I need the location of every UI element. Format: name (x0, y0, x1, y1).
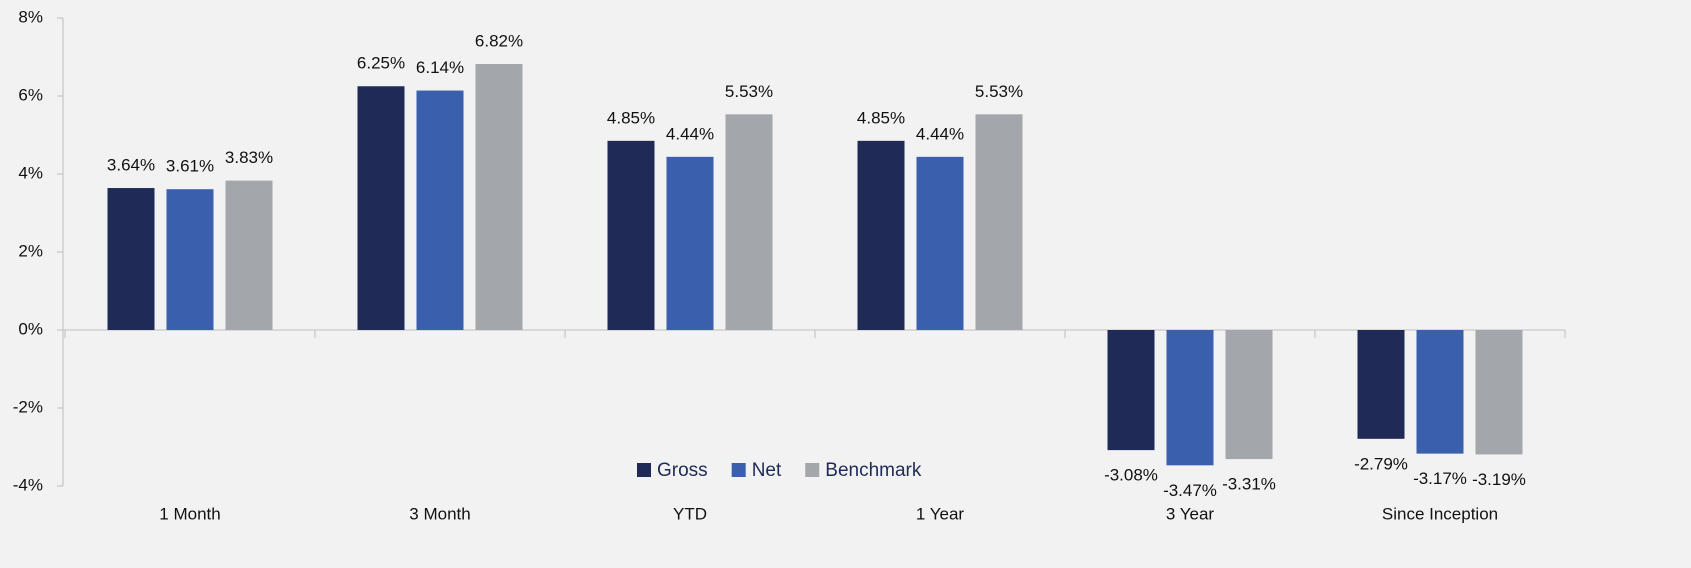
value-label: 4.85% (857, 108, 905, 127)
bar (916, 156, 964, 330)
bar (857, 140, 905, 330)
value-label: -3.47% (1163, 481, 1217, 500)
value-label: 6.14% (416, 58, 464, 77)
bar (1357, 330, 1405, 439)
y-tick-label: -4% (13, 475, 43, 494)
value-label: -3.17% (1413, 469, 1467, 488)
value-label: 5.53% (725, 82, 773, 101)
y-tick-label: 6% (18, 85, 43, 104)
value-label: -3.19% (1472, 470, 1526, 489)
value-label: 6.25% (357, 54, 405, 73)
bar (1475, 330, 1523, 455)
value-label: 4.44% (666, 124, 714, 143)
x-tick-label: 1 Month (159, 504, 220, 523)
x-tick-label: 3 Month (409, 504, 470, 523)
value-label: 4.85% (607, 108, 655, 127)
bar (1416, 330, 1464, 454)
legend-swatch (805, 463, 820, 477)
value-label: -3.08% (1104, 466, 1158, 485)
value-label: -2.79% (1354, 454, 1408, 473)
bar (166, 189, 214, 330)
legend-label: Benchmark (825, 460, 922, 481)
value-label: -3.31% (1222, 475, 1276, 494)
bar (1107, 330, 1155, 451)
y-tick-label: -2% (13, 397, 43, 416)
bar (975, 114, 1023, 330)
y-tick-label: 8% (18, 7, 43, 26)
legend-label: Gross (657, 460, 708, 481)
x-tick-label: 3 Year (1166, 504, 1215, 523)
value-label: 4.44% (916, 124, 964, 143)
x-tick-label: 1 Year (916, 504, 965, 523)
legend-label: Net (752, 460, 782, 481)
legend-swatch (637, 463, 651, 477)
bar (1166, 330, 1214, 466)
bar (725, 114, 773, 330)
bar (475, 64, 523, 331)
bar (225, 180, 273, 330)
x-tick-label: Since Inception (1382, 504, 1498, 523)
value-label: 3.64% (107, 156, 155, 175)
bar (607, 140, 655, 330)
bar (357, 86, 405, 330)
y-tick-label: 2% (18, 241, 43, 260)
y-tick-label: 4% (18, 163, 43, 182)
bar (666, 156, 714, 330)
value-label: 6.82% (475, 32, 523, 51)
value-label: 5.53% (975, 82, 1023, 101)
y-tick-label: 0% (18, 319, 43, 338)
bar (416, 90, 464, 330)
bar (107, 188, 155, 330)
value-label: 3.83% (225, 148, 273, 167)
value-label: 3.61% (166, 157, 214, 176)
bar (1225, 330, 1273, 460)
x-tick-label: YTD (673, 504, 707, 523)
legend-swatch (731, 463, 746, 477)
